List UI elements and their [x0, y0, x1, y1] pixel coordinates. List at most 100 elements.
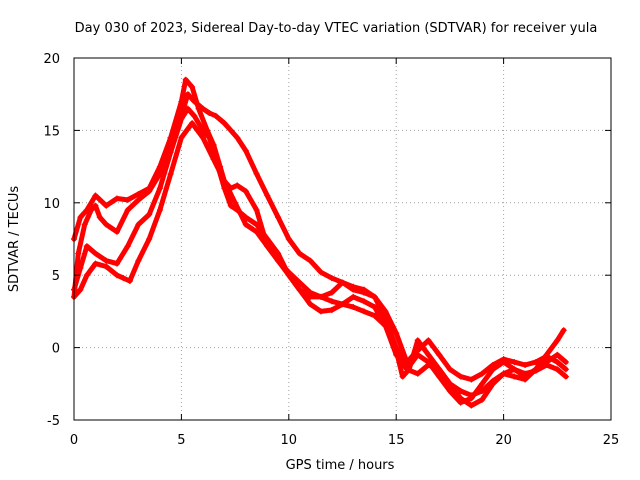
data-point: [275, 214, 282, 221]
data-point: [414, 351, 421, 358]
data-point: [457, 373, 464, 380]
data-point: [554, 351, 561, 358]
data-point: [275, 257, 282, 264]
series-trace-1: [71, 76, 567, 399]
y-tick-label: -5: [47, 414, 60, 429]
data-point: [468, 376, 475, 383]
data-point: [113, 195, 120, 202]
x-tick-label: 25: [603, 433, 620, 448]
series-trace-2: [71, 91, 569, 383]
data-point: [543, 353, 550, 360]
data-point: [191, 98, 198, 105]
data-point: [113, 228, 120, 235]
data-point: [489, 366, 496, 373]
y-tick-labels: -5 0 5 10 15 20: [43, 52, 60, 429]
axis-ticks: [73, 57, 612, 421]
data-point: [414, 370, 421, 377]
data-point: [275, 250, 282, 257]
data-point: [511, 359, 518, 366]
data-point: [96, 214, 103, 221]
data-point: [92, 250, 99, 257]
data-point: [135, 191, 142, 198]
data-point: [350, 293, 357, 300]
data-point: [446, 380, 453, 387]
series-trace-4: [71, 120, 569, 409]
y-tick-label: 15: [43, 124, 60, 139]
data-point: [360, 298, 367, 305]
data-point: [446, 366, 453, 373]
data-point: [126, 277, 133, 284]
data-point: [264, 192, 271, 199]
data-point: [554, 366, 561, 373]
data-point: [307, 257, 314, 264]
data-point: [296, 286, 303, 293]
y-tick-label: 5: [52, 269, 60, 284]
data-point: [328, 275, 335, 282]
data-point: [113, 260, 120, 267]
data-point: [113, 272, 120, 279]
data-point: [500, 359, 507, 366]
data-point: [146, 211, 153, 218]
data-point: [500, 370, 507, 377]
data-point: [436, 373, 443, 380]
data-point: [371, 293, 378, 300]
data-point: [167, 149, 174, 156]
data-point: [468, 402, 475, 409]
data-point: [328, 306, 335, 313]
data-point: [339, 301, 346, 308]
data-point: [124, 243, 131, 250]
data-point: [382, 322, 389, 329]
data-point: [457, 395, 464, 402]
data-point: [182, 76, 189, 83]
data-point: [156, 185, 163, 192]
data-point: [83, 272, 90, 279]
data-point: [189, 83, 196, 90]
data-point: [562, 373, 569, 380]
data-point: [318, 308, 325, 315]
data-point: [199, 105, 206, 112]
series-trace-3: [71, 105, 569, 406]
data-point: [522, 361, 529, 368]
data-point: [199, 127, 206, 134]
data-point: [242, 221, 249, 228]
data-point: [167, 134, 174, 141]
data-point: [436, 366, 443, 373]
data-point: [479, 380, 486, 387]
data-point: [425, 337, 432, 344]
data-point: [264, 243, 271, 250]
data-point: [92, 202, 99, 209]
data-point: [92, 192, 99, 199]
data-point: [242, 188, 249, 195]
data-point: [199, 134, 206, 141]
data-point: [146, 236, 153, 242]
data-point: [554, 337, 561, 344]
data-point: [184, 91, 191, 98]
data-point: [360, 289, 367, 296]
x-axis-label: GPS time / hours: [286, 458, 395, 473]
y-axis-label: SDTVAR / TECUs: [7, 186, 22, 293]
data-point: [206, 134, 213, 141]
data-point: [543, 361, 550, 368]
data-point: [479, 396, 486, 403]
data-point: [399, 373, 406, 380]
data-point: [124, 207, 131, 214]
data-point: [77, 214, 84, 221]
data-point: [296, 279, 303, 286]
data-point: [371, 304, 378, 311]
data-point: [307, 301, 314, 308]
data-point: [189, 120, 196, 127]
data-point: [560, 327, 567, 334]
data-point: [318, 293, 325, 300]
data-point: [318, 269, 325, 276]
data-point: [206, 110, 213, 117]
data-point: [178, 115, 185, 122]
data-point: [522, 370, 529, 377]
data-point: [234, 182, 241, 189]
data-point: [339, 279, 346, 286]
y-tick-label: 0: [52, 342, 60, 357]
data-point: [156, 163, 163, 170]
data-point: [253, 170, 260, 177]
data-point: [457, 388, 464, 395]
data-point: [232, 199, 239, 206]
